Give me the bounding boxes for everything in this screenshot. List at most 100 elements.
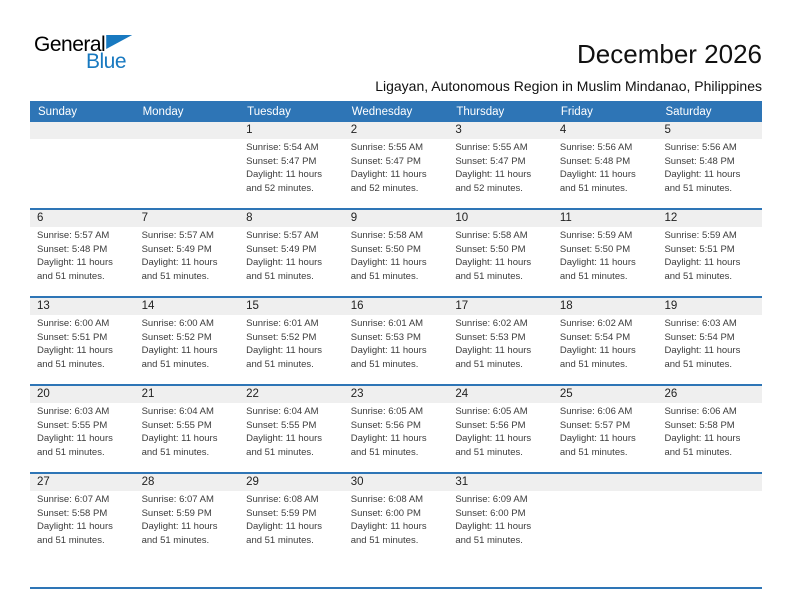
day-cell[interactable]: 12 Sunrise: 5:59 AM Sunset: 5:51 PM Dayl…: [657, 210, 763, 296]
day-cell[interactable]: 15 Sunrise: 6:01 AM Sunset: 5:52 PM Dayl…: [239, 298, 344, 384]
day-details: Sunrise: 6:04 AM Sunset: 5:55 PM Dayligh…: [135, 403, 240, 459]
day-details: Sunrise: 6:07 AM Sunset: 5:58 PM Dayligh…: [30, 491, 135, 547]
day-cell[interactable]: 3 Sunrise: 5:55 AM Sunset: 5:47 PM Dayli…: [448, 122, 553, 208]
day-cell[interactable]: 11 Sunrise: 5:59 AM Sunset: 5:50 PM Dayl…: [552, 210, 658, 296]
day-cell[interactable]: 2 Sunrise: 5:55 AM Sunset: 5:47 PM Dayli…: [343, 122, 449, 208]
sunset-text: Sunset: 6:00 PM: [455, 507, 526, 519]
day-details: Sunrise: 6:01 AM Sunset: 5:53 PM Dayligh…: [344, 315, 449, 371]
day-cell[interactable]: 30 Sunrise: 6:08 AM Sunset: 6:00 PM Dayl…: [343, 474, 449, 587]
day-details: Sunrise: 6:06 AM Sunset: 5:57 PM Dayligh…: [553, 403, 658, 459]
empty-day-cell: [30, 122, 135, 208]
logo-text-blue: Blue: [86, 50, 127, 73]
day-details: Sunrise: 6:08 AM Sunset: 6:00 PM Dayligh…: [344, 491, 449, 547]
daylight-text: Daylight: 11 hours and 51 minutes.: [455, 257, 532, 282]
day-cell[interactable]: 31 Sunrise: 6:09 AM Sunset: 6:00 PM Dayl…: [448, 474, 553, 587]
day-cell[interactable]: 1 Sunrise: 5:54 AM Sunset: 5:47 PM Dayli…: [239, 122, 344, 208]
day-number: 3: [448, 122, 553, 139]
day-cell[interactable]: 23 Sunrise: 6:05 AM Sunset: 5:56 PM Dayl…: [343, 386, 449, 472]
sunrise-text: Sunrise: 5:57 AM: [37, 230, 110, 241]
sunset-text: Sunset: 6:00 PM: [350, 507, 421, 519]
day-details: [30, 139, 135, 141]
daylight-text: Daylight: 11 hours and 51 minutes.: [350, 345, 427, 370]
daylight-text: Daylight: 11 hours and 51 minutes.: [455, 345, 532, 370]
month-title: December 2026: [577, 39, 762, 69]
sunset-text: Sunset: 5:58 PM: [664, 419, 735, 431]
day-cell[interactable]: 14 Sunrise: 6:00 AM Sunset: 5:52 PM Dayl…: [134, 298, 240, 384]
sunset-text: Sunset: 5:52 PM: [141, 331, 212, 343]
daylight-text: Daylight: 11 hours and 51 minutes.: [559, 257, 636, 282]
day-cell[interactable]: 21 Sunrise: 6:04 AM Sunset: 5:55 PM Dayl…: [134, 386, 240, 472]
day-cell[interactable]: 19 Sunrise: 6:03 AM Sunset: 5:54 PM Dayl…: [657, 298, 763, 384]
sunrise-text: Sunrise: 6:06 AM: [559, 406, 633, 417]
day-details: Sunrise: 5:54 AM Sunset: 5:47 PM Dayligh…: [239, 139, 344, 195]
day-cell[interactable]: 5 Sunrise: 5:56 AM Sunset: 5:48 PM Dayli…: [657, 122, 763, 208]
day-details: Sunrise: 5:58 AM Sunset: 5:50 PM Dayligh…: [448, 227, 553, 283]
day-cell[interactable]: 10 Sunrise: 5:58 AM Sunset: 5:50 PM Dayl…: [448, 210, 553, 296]
weekday-header-sunday: Sunday: [38, 105, 78, 118]
day-cell[interactable]: 18 Sunrise: 6:02 AM Sunset: 5:54 PM Dayl…: [552, 298, 658, 384]
week-row: 20 Sunrise: 6:03 AM Sunset: 5:55 PM Dayl…: [30, 384, 763, 472]
sunrise-text: Sunrise: 6:05 AM: [455, 406, 528, 417]
day-number: 4: [552, 122, 658, 139]
day-number: 12: [657, 210, 763, 227]
day-number: 15: [239, 298, 344, 315]
day-cell[interactable]: 25 Sunrise: 6:06 AM Sunset: 5:57 PM Dayl…: [552, 386, 658, 472]
day-cell[interactable]: 22 Sunrise: 6:04 AM Sunset: 5:55 PM Dayl…: [239, 386, 344, 472]
day-details: Sunrise: 5:57 AM Sunset: 5:49 PM Dayligh…: [135, 227, 240, 283]
day-number: 19: [657, 298, 763, 315]
daylight-text: Daylight: 11 hours and 51 minutes.: [37, 433, 113, 458]
daylight-text: Daylight: 11 hours and 51 minutes.: [559, 345, 636, 370]
day-cell[interactable]: 29 Sunrise: 6:08 AM Sunset: 5:59 PM Dayl…: [239, 474, 344, 587]
day-number: 24: [448, 386, 553, 403]
day-details: Sunrise: 5:59 AM Sunset: 5:51 PM Dayligh…: [657, 227, 762, 283]
day-details: Sunrise: 6:02 AM Sunset: 5:53 PM Dayligh…: [448, 315, 553, 371]
day-number: 25: [552, 386, 658, 403]
weekday-header-row: Sunday Monday Tuesday Wednesday Thursday Frid…: [30, 101, 762, 122]
day-cell[interactable]: 28 Sunrise: 6:07 AM Sunset: 5:59 PM Dayl…: [134, 474, 240, 587]
day-number: 26: [657, 386, 763, 403]
daylight-text: Daylight: 11 hours and 51 minutes.: [246, 345, 323, 370]
day-number: 17: [448, 298, 553, 315]
day-cell[interactable]: 4 Sunrise: 5:56 AM Sunset: 5:48 PM Dayli…: [552, 122, 658, 208]
sunrise-text: Sunrise: 5:55 AM: [455, 142, 528, 153]
day-details: [135, 139, 240, 141]
day-cell[interactable]: 13 Sunrise: 6:00 AM Sunset: 5:51 PM Dayl…: [30, 298, 135, 384]
day-number: 30: [343, 474, 449, 491]
sunrise-text: Sunrise: 6:02 AM: [455, 318, 528, 329]
day-cell[interactable]: 20 Sunrise: 6:03 AM Sunset: 5:55 PM Dayl…: [30, 386, 135, 472]
sunrise-text: Sunrise: 6:08 AM: [246, 494, 319, 505]
day-number: 5: [657, 122, 763, 139]
sunset-text: Sunset: 5:53 PM: [350, 331, 421, 343]
day-details: Sunrise: 6:05 AM Sunset: 5:56 PM Dayligh…: [344, 403, 449, 459]
day-cell[interactable]: 7 Sunrise: 5:57 AM Sunset: 5:49 PM Dayli…: [134, 210, 240, 296]
page-header: General Blue December 2026: [0, 0, 792, 72]
sunrise-text: Sunrise: 6:01 AM: [246, 318, 319, 329]
day-details: Sunrise: 6:02 AM Sunset: 5:54 PM Dayligh…: [553, 315, 658, 371]
day-details: Sunrise: 5:55 AM Sunset: 5:47 PM Dayligh…: [344, 139, 449, 195]
daylight-text: Daylight: 11 hours and 51 minutes.: [141, 257, 218, 282]
day-cell[interactable]: 9 Sunrise: 5:58 AM Sunset: 5:50 PM Dayli…: [343, 210, 449, 296]
day-details: [657, 491, 762, 493]
day-details: Sunrise: 5:56 AM Sunset: 5:48 PM Dayligh…: [657, 139, 762, 195]
day-cell[interactable]: 16 Sunrise: 6:01 AM Sunset: 5:53 PM Dayl…: [343, 298, 449, 384]
day-number: 23: [343, 386, 449, 403]
daylight-text: Daylight: 11 hours and 51 minutes.: [455, 521, 532, 546]
sunrise-text: Sunrise: 6:09 AM: [455, 494, 528, 505]
day-cell[interactable]: 8 Sunrise: 5:57 AM Sunset: 5:49 PM Dayli…: [239, 210, 344, 296]
weekday-header-monday: Monday: [142, 105, 184, 118]
daylight-text: Daylight: 11 hours and 51 minutes.: [141, 433, 218, 458]
day-cell[interactable]: 6 Sunrise: 5:57 AM Sunset: 5:48 PM Dayli…: [30, 210, 135, 296]
day-details: Sunrise: 5:57 AM Sunset: 5:49 PM Dayligh…: [239, 227, 344, 283]
day-cell[interactable]: 17 Sunrise: 6:02 AM Sunset: 5:53 PM Dayl…: [448, 298, 553, 384]
day-cell[interactable]: 26 Sunrise: 6:06 AM Sunset: 5:58 PM Dayl…: [657, 386, 763, 472]
sunset-text: Sunset: 5:59 PM: [141, 507, 212, 519]
day-cell[interactable]: 27 Sunrise: 6:07 AM Sunset: 5:58 PM Dayl…: [30, 474, 135, 587]
sunset-text: Sunset: 5:56 PM: [350, 419, 421, 431]
weekday-header-wednesday: Wednesday: [351, 105, 413, 118]
sunset-text: Sunset: 5:51 PM: [37, 331, 108, 343]
daylight-text: Daylight: 11 hours and 51 minutes.: [141, 521, 218, 546]
sunrise-text: Sunrise: 6:03 AM: [664, 318, 737, 329]
day-details: [553, 491, 658, 493]
day-cell[interactable]: 24 Sunrise: 6:05 AM Sunset: 5:56 PM Dayl…: [448, 386, 553, 472]
sunset-text: Sunset: 5:52 PM: [246, 331, 317, 343]
